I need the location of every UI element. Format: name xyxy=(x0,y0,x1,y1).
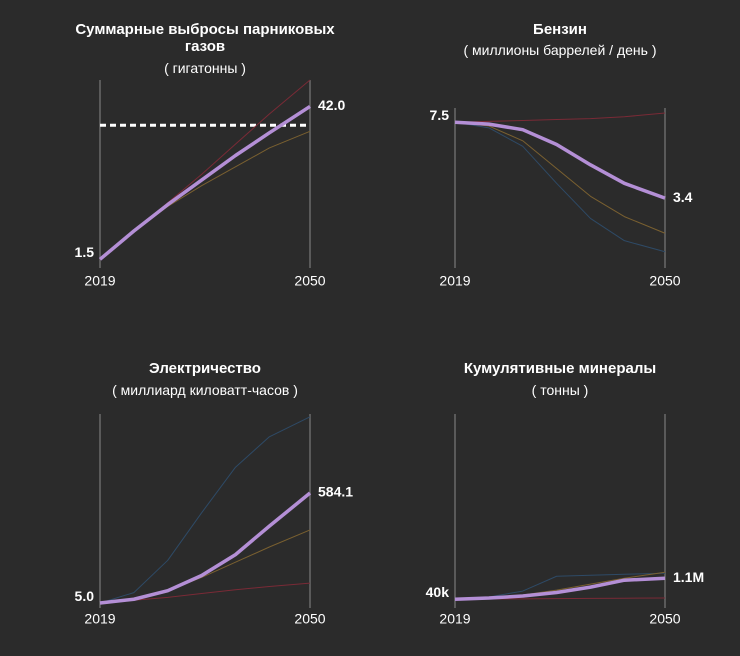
chart-subtitle: ( миллионы баррелей / день ) xyxy=(463,42,657,58)
chart-subtitle: ( гигатонны ) xyxy=(164,60,246,76)
x-tick-label: 2019 xyxy=(84,611,115,627)
chart-title: Бензин xyxy=(533,21,587,38)
x-tick-label: 2050 xyxy=(294,273,325,289)
chart-subtitle: ( тонны ) xyxy=(531,382,589,398)
series-line xyxy=(99,491,312,605)
series-line xyxy=(454,121,666,253)
series-line xyxy=(98,104,311,261)
x-tick-label: 2050 xyxy=(649,273,680,289)
series-line xyxy=(99,416,311,604)
series-line xyxy=(454,121,666,234)
x-tick-label: 2050 xyxy=(294,611,325,627)
value-label: 40k xyxy=(426,584,450,600)
chart-title: Кумулятивные минералы xyxy=(463,360,657,377)
chart-title: Суммарные выбросы парниковых газов xyxy=(75,21,335,55)
x-tick-label: 2050 xyxy=(649,611,680,627)
x-tick-label: 2019 xyxy=(439,611,470,627)
value-label: 1.1M xyxy=(673,569,704,585)
value-label: 3.4 xyxy=(673,189,693,205)
value-label: 584.1 xyxy=(318,484,353,500)
value-label: 7.5 xyxy=(430,107,450,123)
series-line xyxy=(99,130,311,260)
x-tick-label: 2019 xyxy=(84,273,115,289)
chart-title: Электричество xyxy=(149,360,261,377)
x-tick-label: 2019 xyxy=(439,273,470,289)
value-label: 5.0 xyxy=(75,588,95,604)
series-line xyxy=(454,112,666,123)
value-label: 1.5 xyxy=(75,244,95,260)
series-line xyxy=(99,529,311,604)
series-line xyxy=(454,120,666,200)
series-line xyxy=(454,576,666,601)
chart-subtitle: ( миллиард киловатт-часов ) xyxy=(112,382,298,398)
value-label: 42.0 xyxy=(318,97,345,113)
